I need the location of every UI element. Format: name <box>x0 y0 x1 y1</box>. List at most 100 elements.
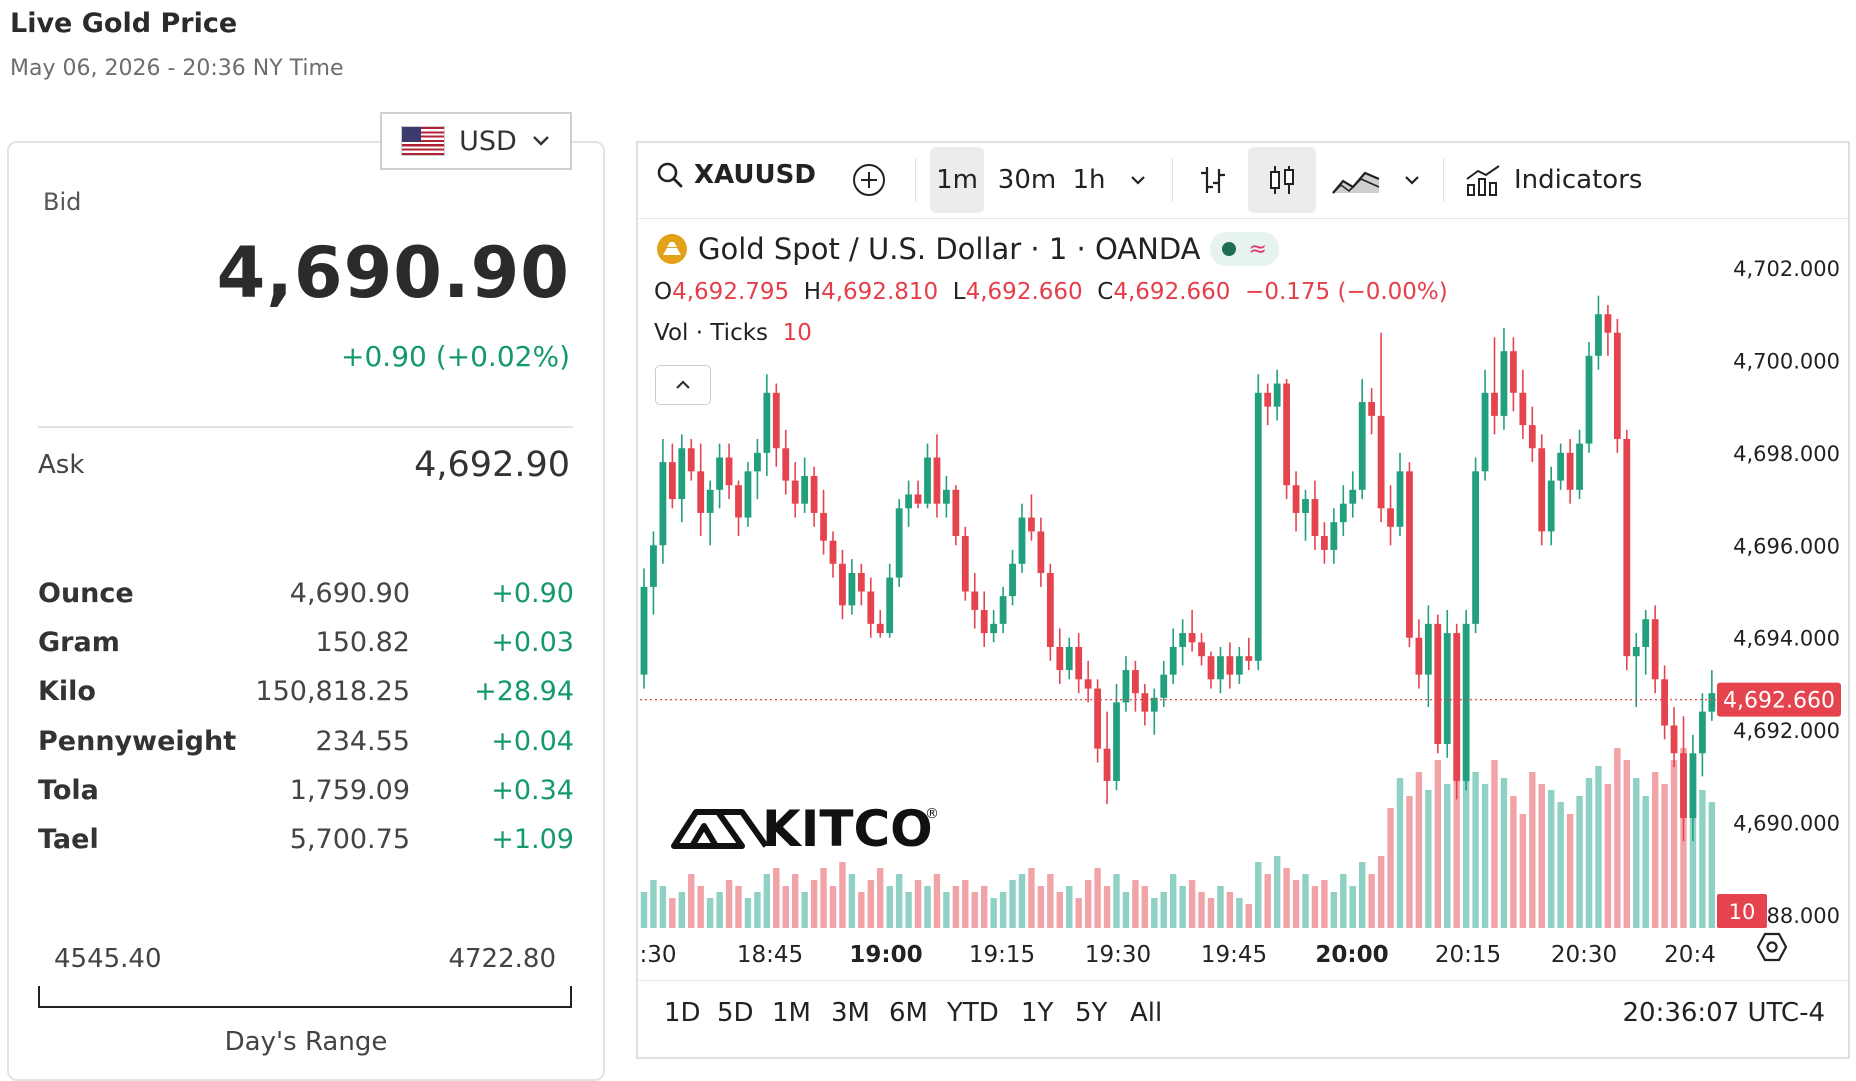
currency-value: USD <box>459 125 517 157</box>
symbol-search[interactable]: XAUUSD <box>656 160 816 190</box>
time-axis-label: 20:30 <box>1551 942 1617 968</box>
time-axis-label: 19:30 <box>1085 942 1151 968</box>
indicators-button[interactable]: Indicators <box>1458 147 1664 213</box>
candle-body <box>1472 471 1479 624</box>
volume-bar <box>1491 760 1498 928</box>
range-6m-button[interactable]: 6M <box>889 998 928 1028</box>
unit-name: Gram <box>38 627 120 658</box>
candle-body <box>1368 402 1376 416</box>
volume-bar <box>1264 874 1271 928</box>
volume-bar <box>1292 880 1300 928</box>
volume-bar <box>990 898 997 928</box>
candle-body <box>1358 402 1366 490</box>
interval-dropdown-button[interactable] <box>1118 147 1158 213</box>
volume-bar <box>839 862 846 928</box>
candle-chart-style-button[interactable] <box>1248 147 1316 213</box>
compare-add-button[interactable] <box>848 147 890 213</box>
ohlc-readout: O4,692.795 H4,692.810 L4,692.660 C4,692.… <box>654 279 1448 305</box>
candle-body <box>1453 633 1461 781</box>
volume-bar <box>1699 790 1706 928</box>
us-flag-icon <box>401 126 446 156</box>
chart-style-dropdown-button[interactable] <box>1392 147 1432 213</box>
ask-price: 4,692.90 <box>414 445 570 485</box>
volume-bar <box>1321 880 1328 928</box>
volume-bar <box>1179 886 1186 928</box>
candle-body <box>1510 351 1517 393</box>
candle-body <box>1009 563 1016 597</box>
chart-settings-icon[interactable] <box>1755 930 1789 964</box>
unit-row-kilo: Kilo 150,818.25 +28.94 <box>38 676 574 716</box>
candle-body <box>782 448 790 481</box>
candle-body <box>895 508 903 578</box>
candle-body <box>1169 646 1177 675</box>
chevron-down-icon <box>532 136 549 146</box>
range-1d-button[interactable]: 1D <box>664 998 701 1028</box>
volume-bar <box>1349 886 1356 928</box>
volume-bar <box>1434 760 1441 928</box>
volume-bar <box>1359 862 1366 928</box>
market-status-pill: ≈ <box>1210 232 1279 266</box>
candle-body <box>1699 711 1706 754</box>
currency-select[interactable]: USD <box>380 112 572 170</box>
candles-style-icon <box>1270 166 1294 194</box>
volume-bar <box>1368 874 1375 928</box>
volume-bar <box>640 892 648 928</box>
candle-body <box>1321 536 1328 550</box>
price-axis-label: 4,692.000 <box>1733 719 1840 743</box>
candle-body <box>1018 517 1026 564</box>
area-chart-style-button[interactable] <box>1328 147 1384 213</box>
candle-body <box>1604 314 1612 333</box>
volume-bar <box>1387 808 1394 928</box>
divider <box>38 426 573 428</box>
low-value: 4,692.660 <box>965 279 1083 305</box>
registered-mark: ® <box>925 806 939 822</box>
candle-body <box>1037 531 1045 574</box>
candle-body <box>744 471 752 518</box>
volume-bar <box>801 892 808 928</box>
candle-body <box>1311 499 1319 537</box>
volume-bar <box>1009 880 1016 928</box>
volume-bar <box>1245 904 1252 928</box>
volume-bar <box>1500 778 1508 928</box>
unit-name: Ounce <box>38 578 134 609</box>
volume-bar <box>1056 892 1063 928</box>
candle-body <box>1273 383 1281 407</box>
candle-body <box>1623 438 1631 657</box>
range-5d-button[interactable]: 5D <box>717 998 754 1028</box>
volume-bar <box>1623 760 1630 928</box>
range-1m-button[interactable]: 1M <box>772 998 811 1028</box>
interval-1h-button[interactable]: 1h <box>1072 165 1106 195</box>
interval-30m-button[interactable]: 30m <box>997 165 1057 195</box>
candle-body <box>886 577 894 634</box>
candle-body <box>905 494 912 509</box>
instrument-name: Gold Spot / U.S. Dollar · 1 · OANDA <box>698 232 1201 266</box>
range-1y-button[interactable]: 1Y <box>1021 998 1054 1028</box>
volume-bar <box>1018 874 1026 928</box>
range-all-button[interactable]: All <box>1130 998 1163 1028</box>
range-3m-button[interactable]: 3M <box>831 998 870 1028</box>
volume-bar <box>1160 892 1167 928</box>
bar-chart-style-button[interactable] <box>1188 147 1238 213</box>
range-5y-button[interactable]: 5Y <box>1075 998 1108 1028</box>
unit-name: Pennyweight <box>38 726 237 757</box>
range-ytd-button[interactable]: YTD <box>947 998 999 1028</box>
volume-bar <box>678 892 685 928</box>
chart-clock[interactable]: 20:36:07 UTC-4 <box>1622 998 1825 1028</box>
interval-1m-button[interactable]: 1m <box>930 147 984 213</box>
candle-body <box>999 596 1007 624</box>
candle-body <box>791 480 799 504</box>
volume-bar <box>810 880 818 928</box>
unit-price: 234.55 <box>315 726 410 757</box>
chart-legend-title: Gold Spot / U.S. Dollar · 1 · OANDA ≈ <box>656 232 1279 266</box>
volume-bar <box>1122 892 1130 928</box>
unit-name: Kilo <box>38 676 96 707</box>
collapse-legend-button[interactable] <box>655 365 711 405</box>
volume-bar <box>905 892 912 928</box>
candle-body <box>754 452 761 472</box>
candle-body <box>697 471 705 513</box>
close-label: C <box>1097 279 1114 305</box>
volume-bar <box>1207 898 1215 928</box>
candle-body <box>867 591 875 624</box>
volume-bar <box>848 874 856 928</box>
